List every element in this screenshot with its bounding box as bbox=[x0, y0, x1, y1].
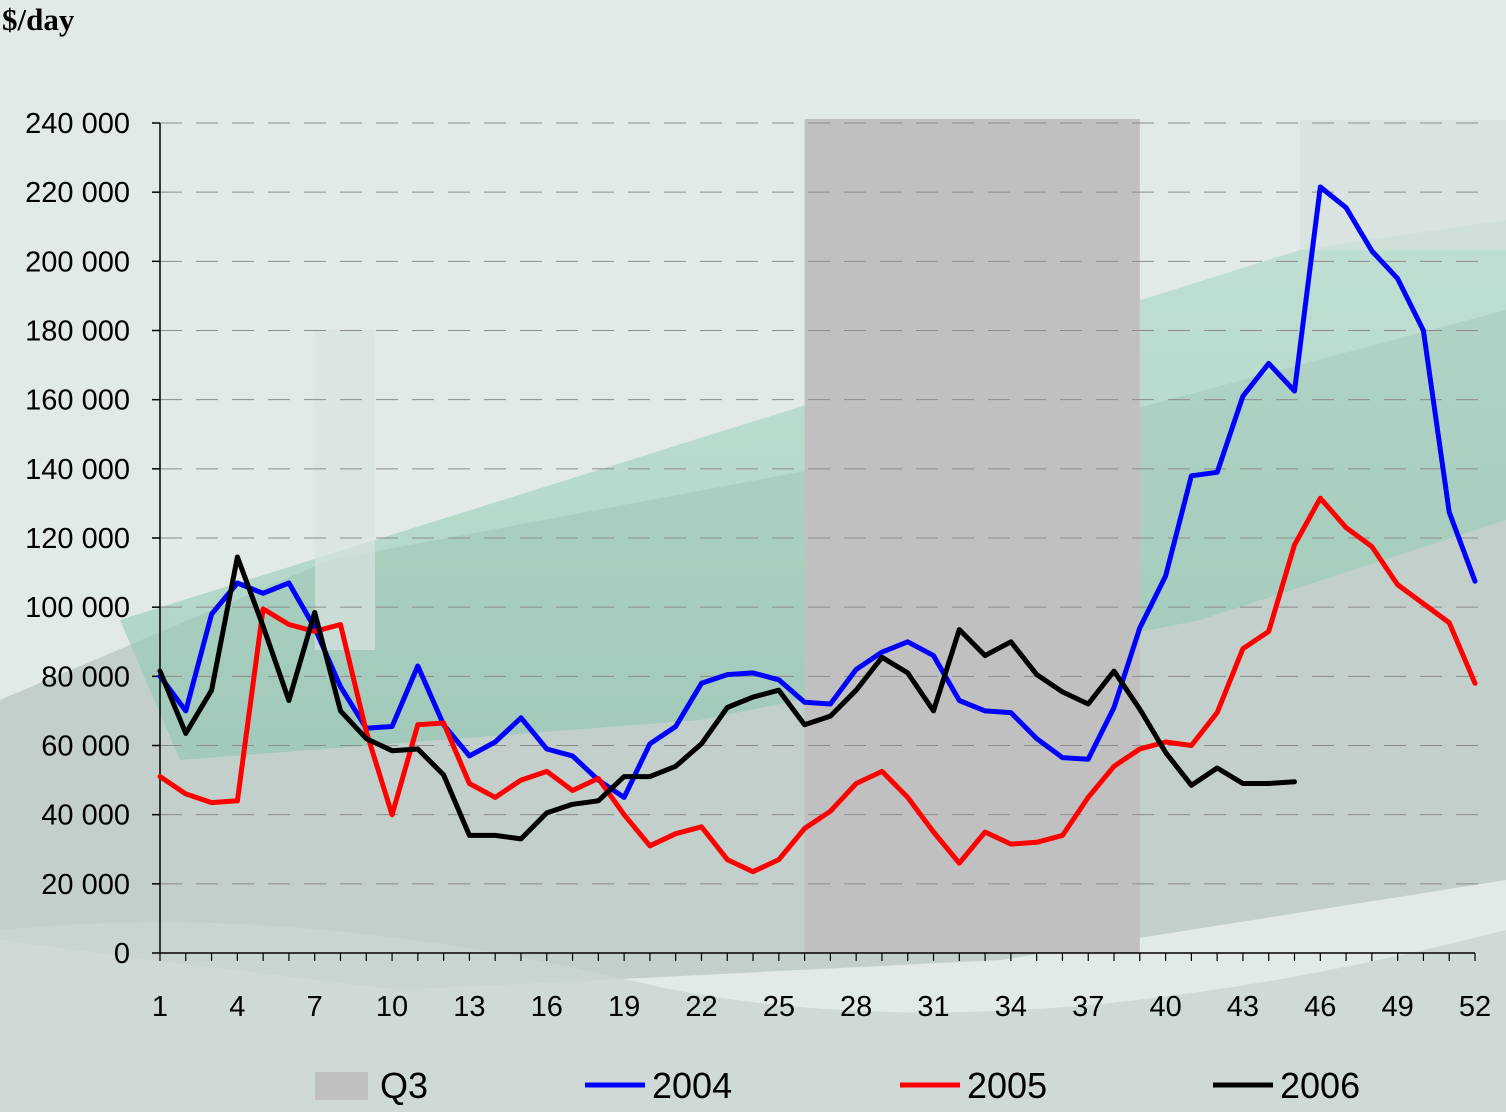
x-tick-label: 1 bbox=[152, 991, 168, 1023]
x-tick-label: 7 bbox=[307, 991, 323, 1023]
y-tick-label: 140 000 bbox=[25, 454, 130, 486]
series-line-2005 bbox=[157, 495, 1478, 875]
x-tick-label: 31 bbox=[917, 991, 949, 1023]
x-tick-label: 37 bbox=[1072, 991, 1104, 1023]
x-tick-label: 25 bbox=[763, 991, 795, 1023]
x-tick-label: 13 bbox=[453, 991, 485, 1023]
y-tick-label: 20 000 bbox=[41, 869, 130, 901]
series-line-2004 bbox=[157, 184, 1478, 800]
y-tick-label: 180 000 bbox=[25, 316, 130, 348]
x-tick-label: 34 bbox=[995, 991, 1027, 1023]
y-tick-label: 80 000 bbox=[41, 661, 130, 693]
q3-shaded-region bbox=[804, 119, 1140, 953]
x-tick-label: 10 bbox=[376, 991, 408, 1023]
legend-label-2005: 2005 bbox=[967, 1065, 1047, 1106]
y-tick-label: 200 000 bbox=[25, 246, 130, 278]
y-tick-label: 160 000 bbox=[25, 385, 130, 417]
y-axis-unit-label: $/day bbox=[2, 2, 75, 37]
series-layer bbox=[157, 184, 1478, 875]
x-tick-label: 40 bbox=[1149, 991, 1181, 1023]
y-tick-label: 220 000 bbox=[25, 177, 130, 209]
legend-label-2004: 2004 bbox=[652, 1065, 732, 1106]
legend-label-q3: Q3 bbox=[380, 1065, 428, 1106]
x-tick-label: 4 bbox=[229, 991, 245, 1023]
x-tick-label: 52 bbox=[1459, 991, 1491, 1023]
axis-layer: 0 20 000 40 000 60 000 80 000 100 000 120 000 1… bbox=[25, 108, 1491, 1023]
x-tick-label: 28 bbox=[840, 991, 872, 1023]
x-tick-label: 43 bbox=[1227, 991, 1259, 1023]
x-tick-label: 46 bbox=[1304, 991, 1336, 1023]
y-tick-label: 40 000 bbox=[41, 800, 130, 832]
x-tick-label: 19 bbox=[608, 991, 640, 1023]
y-tick-label: 240 000 bbox=[25, 108, 130, 140]
y-tick-label: 120 000 bbox=[25, 523, 130, 555]
y-tick-label: 60 000 bbox=[41, 731, 130, 763]
y-tick-label: 100 000 bbox=[25, 592, 130, 624]
legend-swatch-q3 bbox=[315, 1072, 368, 1100]
legend-layer: Q3 2004 2005 2006 bbox=[315, 1065, 1360, 1106]
shade-layer bbox=[804, 119, 1140, 953]
series-line-2006 bbox=[157, 554, 1297, 842]
legend-label-2006: 2006 bbox=[1280, 1065, 1360, 1106]
y-tick-label: 0 bbox=[114, 938, 130, 970]
x-tick-label: 22 bbox=[685, 991, 717, 1023]
x-tick-label: 16 bbox=[531, 991, 563, 1023]
x-tick-label: 49 bbox=[1382, 991, 1414, 1023]
